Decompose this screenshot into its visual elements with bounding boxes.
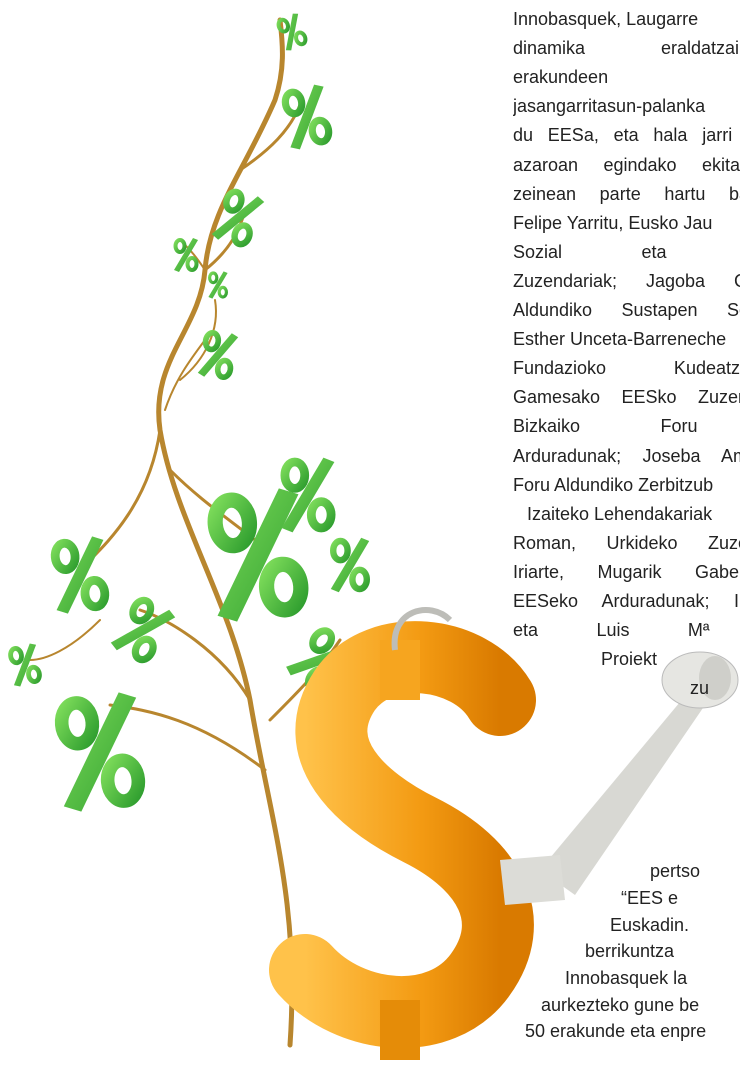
plant-stem <box>30 20 340 1045</box>
text-line: erakundeen lehial <box>513 66 740 88</box>
text-line: pertso <box>650 860 700 882</box>
text-line: Bizkaiko Foru Aldu <box>513 415 740 437</box>
text-line: “EES e <box>621 887 678 909</box>
text-line: Sozial eta Enpresa <box>513 241 740 263</box>
text-line: 50 erakunde eta enpre <box>525 1020 706 1042</box>
percent-sign <box>109 593 177 668</box>
text-line: dinamika eraldatzailet <box>513 37 740 59</box>
text-line: Innobasquek, Laugarre <box>513 8 698 30</box>
text-line: du EESa, eta hala jarri Z <box>513 124 740 146</box>
text-line: Izaiteko Lehendakariak <box>527 503 712 525</box>
text-line: Zuzendariak; Jagoba Gó <box>513 270 740 292</box>
dollar-sign <box>305 640 500 1060</box>
text-line: berrikuntza <box>585 940 674 962</box>
text-line: Esther Unceta-Barreneche <box>513 328 726 350</box>
text-line: Aldundiko Sustapen Soz <box>513 299 740 321</box>
text-line: Roman, Urkideko Zuzen <box>513 532 740 554</box>
text-line: zeinean parte hartu bait <box>513 183 740 205</box>
text-line: Innobasquek la <box>565 967 687 989</box>
percent-sign <box>7 642 42 687</box>
text-line: Fundazioko Kudeatzail <box>513 357 740 379</box>
text-line: azaroan egindako ekitaldi <box>513 154 740 176</box>
text-line: Felipe Yarritu, Eusko Jau <box>513 212 712 234</box>
text-line: Proiekt <box>601 648 657 670</box>
percent-sign <box>280 83 333 151</box>
text-line: eta Luis Mª Ulliba <box>513 619 740 641</box>
page: Innobasquek, Laugarre dinamika eraldatzai… <box>0 0 740 1074</box>
text-line: Foru Aldundiko Zerbitzub <box>513 474 713 496</box>
percent-sign <box>208 271 227 298</box>
text-line: Iriarte, Mugarik Gabeko <box>513 561 740 583</box>
text-line: Arduradunak; Joseba Amo <box>513 445 740 467</box>
text-line: Euskadin. <box>610 914 689 936</box>
text-line: Gamesako EESko Zuzend <box>513 386 740 408</box>
text-line: aurkezteko gune be <box>541 994 699 1016</box>
text-line: EESeko Arduradunak; Ike <box>513 590 740 612</box>
text-line: jasangarritasun-palanka b <box>513 95 740 117</box>
percent-sign <box>331 538 369 592</box>
text-line: zu <box>690 677 709 699</box>
